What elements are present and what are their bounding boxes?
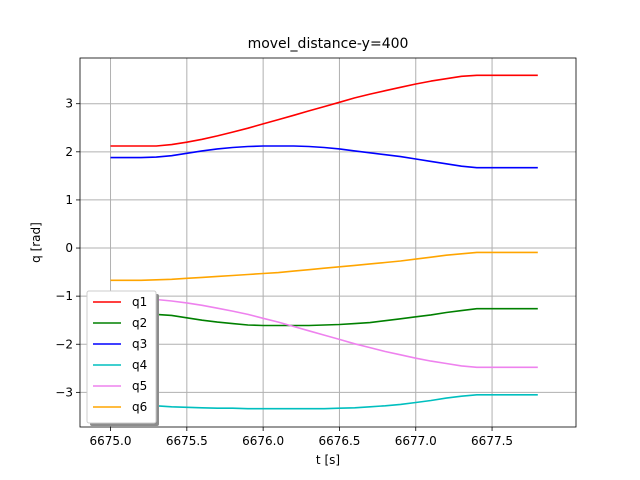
y-axis-title: q [rad] [29,222,43,263]
series-layer [110,74,538,410]
legend-label-q4: q4 [132,358,147,372]
series-line-q2 [110,307,538,327]
y-tick-label: 3 [65,97,73,111]
x-tick-label: 6676.0 [242,434,284,448]
x-tick-label: 6677.0 [395,434,437,448]
x-tick-label: 6676.5 [318,434,360,448]
legend-box [86,290,157,424]
plot-frame [79,57,577,428]
legend-label-q1: q1 [132,295,147,309]
x-axis-title: t [s] [316,453,340,467]
legend-label-q6: q6 [132,400,147,414]
x-axis-ticks: 6675.0 6675.5 6676.0 6676.5 6677.0 6677.5 [90,427,513,448]
chart-title: movel_distance-y=400 [248,36,409,52]
y-tick-label: 1 [65,193,73,207]
x-tick-label: 6677.5 [471,434,513,448]
legend-label-q5: q5 [132,379,147,393]
series-line-q1 [110,74,538,147]
series-line-q3 [110,145,538,169]
y-axis-ticks: −3 −2 −1 0 1 2 3 [55,97,80,399]
y-tick-label: −3 [55,385,73,399]
x-tick-label: 6675.5 [166,434,208,448]
legend-label-q2: q2 [132,316,147,330]
grid-x [110,58,493,427]
x-tick-label: 6675.0 [90,434,132,448]
series-line-q6 [110,251,538,282]
y-tick-label: −2 [55,337,73,351]
plot-area [80,58,576,427]
series-line-q5 [110,298,538,369]
series-line-q4 [110,393,538,410]
y-tick-label: 0 [65,241,73,255]
y-tick-label: −1 [55,289,73,303]
legend-label-q3: q3 [132,337,147,351]
y-tick-label: 2 [65,145,73,159]
grid-y [80,103,576,393]
legend: q1 q2 q3 q4 q5 q6 [86,290,159,426]
